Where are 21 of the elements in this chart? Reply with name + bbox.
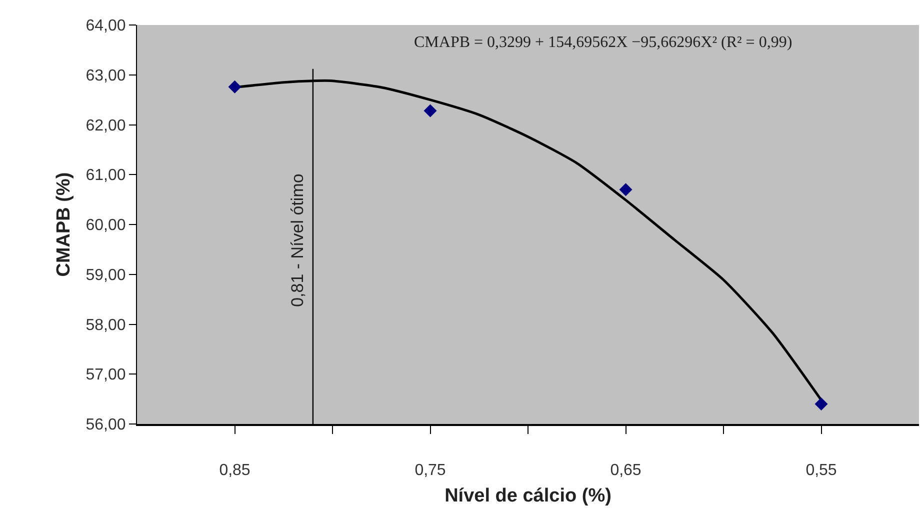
ref-line-label: 0,81 - Nível ótimo (288, 174, 307, 307)
y-tick-label: 64,00 (86, 18, 126, 35)
y-tick-label: 56,00 (86, 416, 126, 434)
y-tick-label: 59,00 (86, 266, 126, 284)
y-tick-label: 58,00 (86, 316, 126, 334)
y-tick-label: 60,00 (86, 217, 126, 234)
y-tick-label: 61,00 (86, 167, 126, 184)
x-axis-title: Nível de cálcio (%) (444, 486, 612, 506)
point (619, 183, 632, 196)
x-tick-label: 0,75 (414, 462, 446, 480)
y-axis-title: CMAPB (%) (54, 172, 75, 277)
annotation: CMAPB = 0,3299 + 154,69562X −95,66296X² (R² = 0,99) (414, 34, 792, 51)
y-tick-label: 62,00 (86, 117, 126, 134)
y-tick-label: 57,00 (86, 366, 126, 384)
point (814, 398, 828, 411)
x-tick-label: 0,85 (219, 462, 250, 480)
point (424, 104, 437, 118)
x-tick-label: 0,65 (610, 462, 642, 480)
y-tick-label: 63,00 (86, 67, 126, 84)
point (228, 80, 242, 94)
x-tick-label: 0,55 (806, 462, 837, 480)
